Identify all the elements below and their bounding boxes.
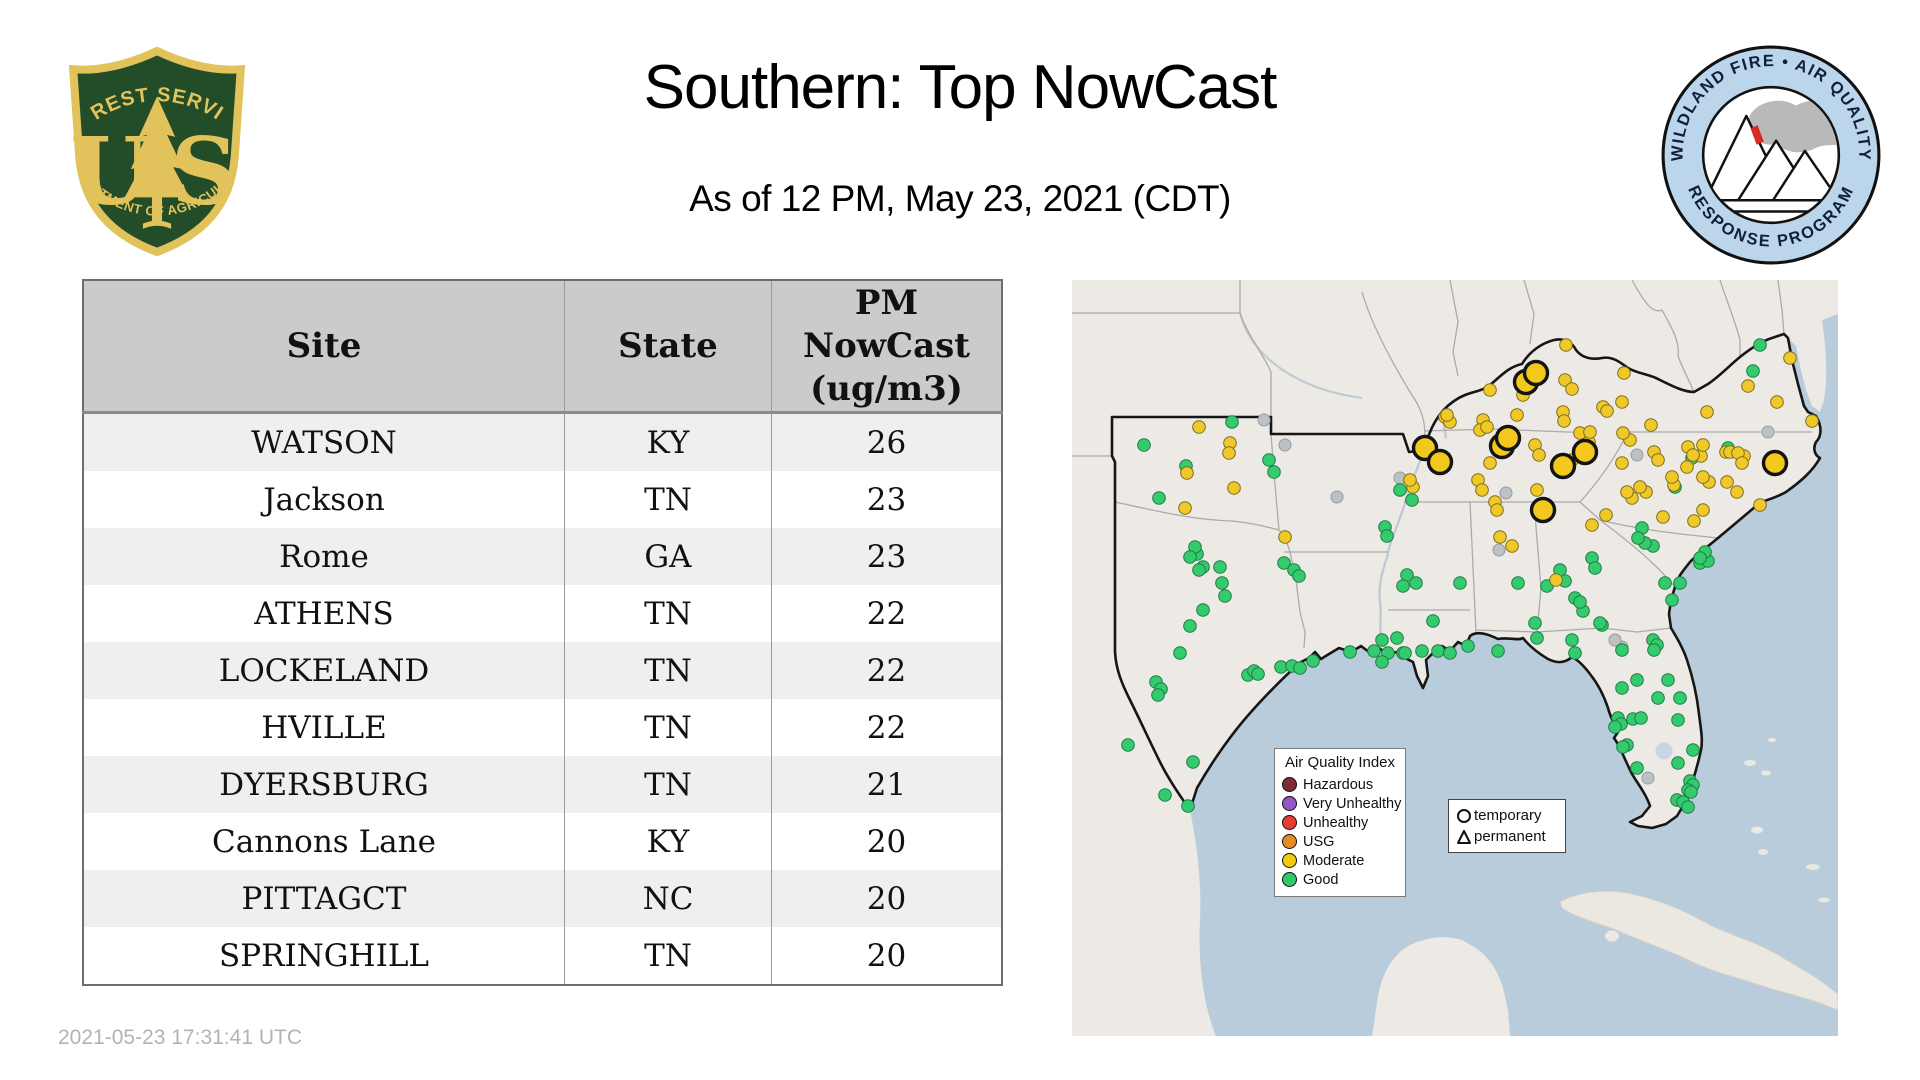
aqi-legend-item: Unhealthy (1282, 813, 1398, 832)
site-cell: LOCKELAND (83, 642, 565, 700)
site-cell: ATHENS (83, 585, 565, 643)
aqi-legend-label: Hazardous (1303, 776, 1374, 793)
pm-nowcast-cell: 23 (771, 471, 1002, 529)
pm-nowcast-cell: 26 (771, 412, 1002, 472)
usfs-letter-s: S (171, 116, 238, 225)
fire-mark-icon (1750, 125, 1764, 145)
aqi-legend: Air Quality Index Hazardous Very Unhealth… (1274, 748, 1406, 897)
table-row: Cannons Lane KY 20 (83, 813, 1002, 871)
table-row: LOCKELAND TN 22 (83, 642, 1002, 700)
site-cell: Cannons Lane (83, 813, 565, 871)
state-cell: TN (564, 756, 772, 814)
site-cell: DYERSBURG (83, 756, 565, 814)
pm-nowcast-cell: 20 (771, 813, 1002, 871)
usfs-letter-u: U (70, 116, 151, 225)
wfaqrp-logo: WILDLAND FIRE • AIR QUALITY RESPONSE PRO… (1661, 45, 1881, 265)
aqi-color-swatch (1282, 815, 1297, 830)
site-cell: SPRINGHILL (83, 927, 565, 986)
generation-timestamp: 2021-05-23 17:31:41 UTC (58, 1026, 302, 1049)
pine-tree-icon (124, 96, 190, 229)
pm-nowcast-cell: 22 (771, 699, 1002, 757)
page-title: Southern: Top NowCast (643, 53, 1278, 122)
aqi-legend-label: USG (1303, 833, 1335, 850)
aqi-legend-item: Hazardous (1282, 775, 1398, 794)
state-cell: TN (564, 471, 772, 529)
monitor-dots-moderate (1178, 338, 1819, 587)
aqi-legend-item: Very Unhealthy (1282, 794, 1402, 813)
lake-okeechobee (1655, 742, 1673, 760)
permanent-label: permanent (1474, 828, 1546, 845)
pm-nowcast-cell: 23 (771, 528, 1002, 586)
column-header-site: Site (83, 280, 565, 415)
aqi-color-swatch (1282, 777, 1297, 792)
islands-bahamas (1744, 738, 1830, 903)
column-header-state: State (564, 280, 772, 415)
site-cell: Jackson (83, 471, 565, 529)
table-row: Jackson TN 23 (83, 471, 1002, 529)
temporary-circle-icon (1456, 808, 1474, 824)
aqi-color-swatch (1282, 872, 1297, 887)
aqi-map: Air Quality Index Hazardous Very Unhealth… (1072, 280, 1838, 1036)
state-cell: TN (564, 642, 772, 700)
island-cuba (1559, 890, 1838, 1011)
state-cell: TN (564, 699, 772, 757)
aqi-legend-item: USG (1282, 832, 1398, 851)
state-cell: TN (564, 585, 772, 643)
island-isla-juventud (1605, 930, 1619, 942)
table-row: PITTAGCT NC 20 (83, 870, 1002, 928)
top-nowcast-table: Site State PM NowCast (ug/m3) WATSON KY 26… (82, 279, 1003, 987)
state-cell: KY (564, 813, 772, 871)
marker-type-legend: temporary permanent (1448, 799, 1566, 853)
permanent-triangle-icon (1456, 829, 1474, 845)
state-cell: KY (564, 412, 772, 472)
map-canvas (1072, 280, 1838, 1036)
pm-nowcast-cell: 20 (771, 870, 1002, 928)
table-row: SPRINGHILL TN 20 (83, 927, 1002, 986)
table-row: WATSON KY 26 (83, 412, 1002, 472)
aqi-color-swatch (1282, 834, 1297, 849)
table-row: Rome GA 23 (83, 528, 1002, 586)
monitor-dots-good (1121, 338, 1767, 814)
aqi-color-swatch (1282, 853, 1297, 868)
page-subtitle: As of 12 PM, May 23, 2021 (CDT) (689, 178, 1231, 219)
pm-nowcast-cell: 22 (771, 585, 1002, 643)
top-site-markers (1411, 359, 1789, 524)
aqi-legend-item: Moderate (1282, 851, 1398, 870)
aqi-legend-label: Unhealthy (1303, 814, 1369, 831)
temporary-label: temporary (1474, 807, 1542, 824)
aqi-legend-title: Air Quality Index (1284, 754, 1396, 771)
table-row: HVILLE TN 22 (83, 699, 1002, 757)
aqi-legend-label: Very Unhealthy (1303, 795, 1402, 812)
state-cell: NC (564, 870, 772, 928)
state-cell: TN (564, 927, 772, 986)
site-cell: PITTAGCT (83, 870, 565, 928)
table-header: Site State PM NowCast (ug/m3) (83, 280, 1002, 415)
site-cell: HVILLE (83, 699, 565, 757)
pm-nowcast-cell: 20 (771, 927, 1002, 986)
aqi-legend-label: Moderate (1303, 852, 1365, 869)
table-row: ATHENS TN 22 (83, 585, 1002, 643)
column-header-pm-nowcast: PM NowCast (ug/m3) (771, 280, 1002, 415)
aqi-legend-item: Good (1282, 870, 1398, 889)
pm-nowcast-cell: 22 (771, 642, 1002, 700)
pm-nowcast-cell: 21 (771, 756, 1002, 814)
usfs-shield-logo: FOREST SERVICE U S DEPARTMENT OF AGRICUL… (64, 44, 246, 257)
aqi-color-swatch (1282, 796, 1297, 811)
aqi-legend-label: Good (1303, 871, 1339, 888)
site-cell: Rome (83, 528, 565, 586)
table-row: DYERSBURG TN 21 (83, 756, 1002, 814)
state-cell: GA (564, 528, 772, 586)
site-cell: WATSON (83, 412, 565, 472)
